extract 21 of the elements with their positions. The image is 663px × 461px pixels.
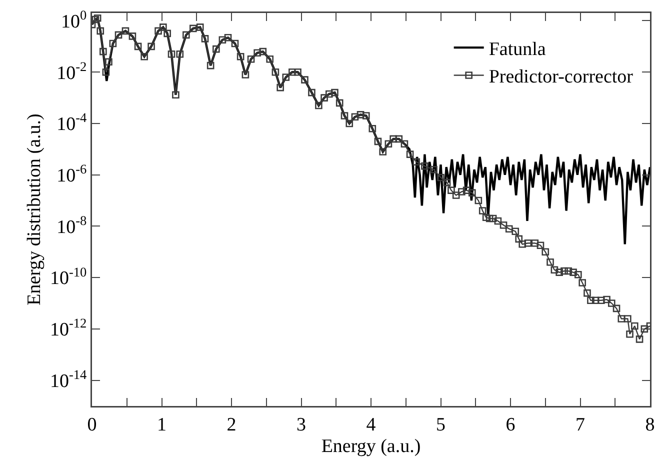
x-tick-label: 1 bbox=[157, 414, 166, 436]
y-tick-label: 10$^{-2}$ bbox=[56, 58, 87, 84]
y-tick-label: 10$^{-12}$ bbox=[50, 316, 87, 341]
y-tick-label: 10$^{-6}$ bbox=[56, 162, 88, 186]
x-tick-label: 8 bbox=[645, 414, 655, 436]
x-tick-label: 2 bbox=[226, 414, 236, 436]
y-tick-label: 10$^{-14}$ bbox=[50, 366, 88, 392]
legend-label: Fatunla bbox=[488, 38, 546, 60]
y-axis-title: Energy distribution (a.u.) bbox=[24, 114, 46, 306]
y-tick-label: 10$^{-10}$ bbox=[50, 264, 88, 290]
x-tick-label: 0 bbox=[87, 414, 97, 436]
x-tick-label: 3 bbox=[296, 414, 306, 436]
y-tick-label: 10$^{-4}$ bbox=[56, 110, 88, 136]
x-tick-label: 4 bbox=[366, 414, 376, 436]
x-tick-label: 5 bbox=[436, 414, 446, 436]
x-axis-title: Energy (a.u.) bbox=[321, 436, 421, 457]
legend-label: Predictor-corrector bbox=[488, 66, 634, 88]
y-tick-label: 10$^{-8}$ bbox=[56, 212, 88, 238]
x-tick-label: 7 bbox=[576, 414, 585, 436]
y-tick-label: 10$^{0}$ bbox=[61, 7, 88, 32]
x-tick-label: 6 bbox=[506, 414, 516, 436]
